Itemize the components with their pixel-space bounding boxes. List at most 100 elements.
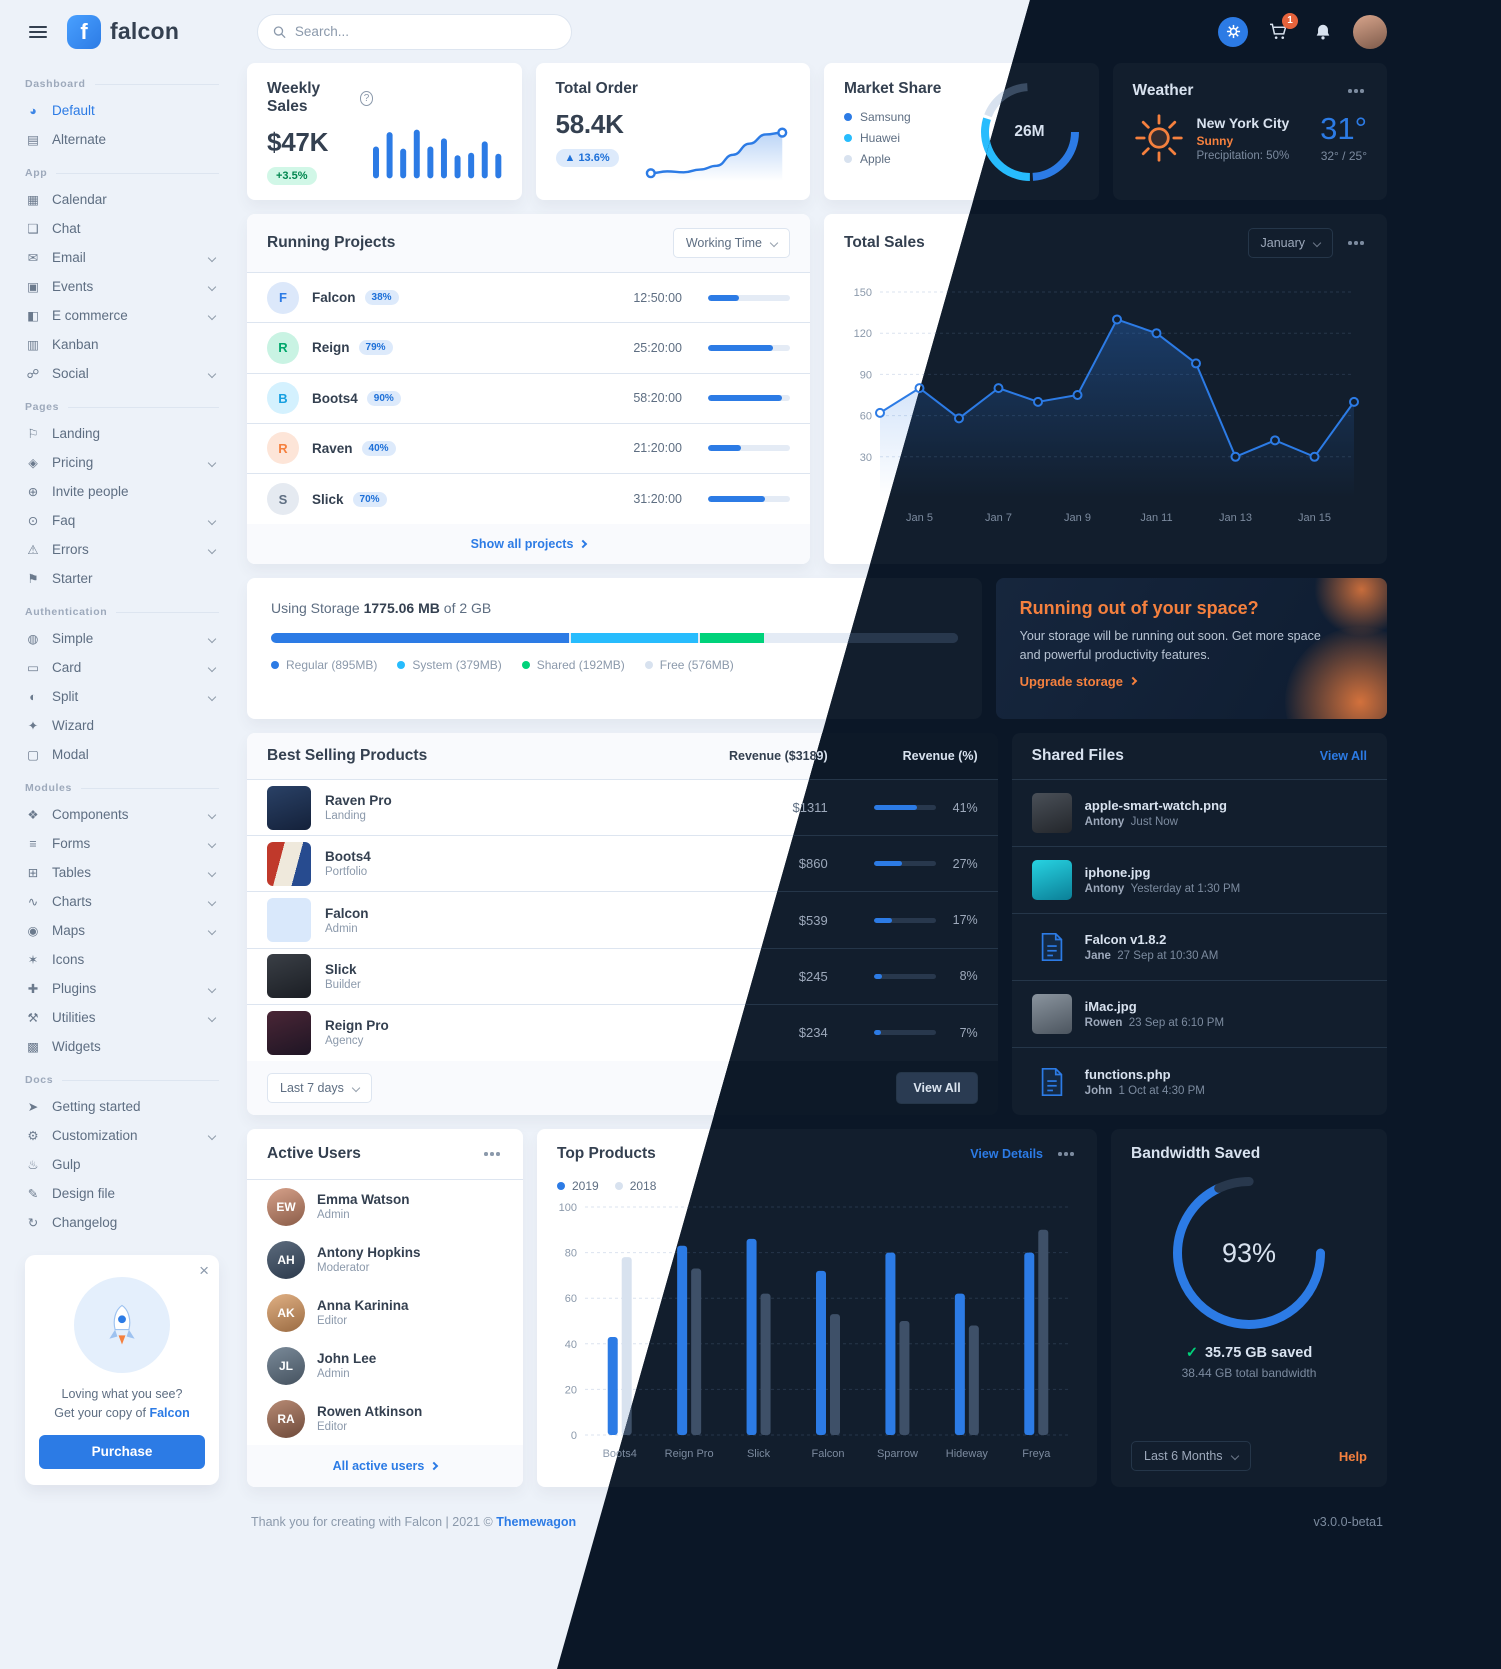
search-bar[interactable] [257,13,572,50]
sidebar-item-landing[interactable]: ⚐Landing [25,419,219,448]
sidebar-item-changelog[interactable]: ↻Changelog [25,1208,219,1237]
legend-2018[interactable]: 2018 [614,1179,656,1193]
view-all-button[interactable]: View All [896,1072,978,1104]
product-category-link[interactable]: Builder [325,978,361,991]
project-name-link[interactable]: Falcon [312,290,356,306]
file-thumbnail[interactable] [1031,793,1072,833]
sidebar-item-components[interactable]: ❖Components [25,800,219,829]
sidebar-item-design-file[interactable]: ✎Design file [25,1179,219,1208]
sidebar-item-forms[interactable]: ≡Forms [25,829,219,858]
product-name-link[interactable]: Falcon [325,905,369,921]
sidebar-item-starter[interactable]: ⚑Starter [25,564,219,593]
user-avatar[interactable]: AK [267,1293,305,1332]
sidebar-item-faq[interactable]: ⊙Faq [25,506,219,535]
file-name-link[interactable]: Falcon v1.8.2 [1084,932,1167,947]
product-name-link[interactable]: Raven Pro [325,793,392,809]
view-details-link[interactable]: View Details [970,1147,1043,1161]
sidebar-item-maps[interactable]: ◉Maps [25,916,219,945]
file-thumbnail[interactable] [1031,994,1072,1034]
sidebar-item-kanban[interactable]: ▥Kanban [25,330,219,359]
sidebar-item-social[interactable]: ☍Social [25,359,219,388]
sidebar-item-errors[interactable]: ⚠Errors [25,535,219,564]
cart-button[interactable]: 1 [1263,12,1298,47]
period-select[interactable]: Last 6 Months [1131,1441,1251,1471]
view-all-link[interactable]: View All [1319,749,1367,763]
project-name-link[interactable]: Boots4 [312,390,358,406]
user-avatar[interactable]: JL [267,1346,305,1385]
product-thumbnail[interactable] [267,898,311,942]
file-thumbnail[interactable] [1031,860,1072,900]
sidebar-item-ecommerce[interactable]: ◧E commerce [25,301,219,330]
kebab-menu-button[interactable] [481,1143,503,1165]
sidebar-item-getting-started[interactable]: ➤Getting started [25,1092,219,1121]
info-icon[interactable]: ? [359,90,374,106]
user-name-link[interactable]: Antony Hopkins [317,1245,421,1260]
themewagon-link[interactable]: Themewagon [496,1515,577,1529]
help-link[interactable]: Help [1338,1448,1367,1464]
file-name-link[interactable]: iphone.jpg [1084,865,1151,880]
purchase-button[interactable]: Purchase [39,1434,205,1469]
sidebar-item-pricing[interactable]: ◈Pricing [25,448,219,477]
sidebar-item-wizard[interactable]: ✦Wizard [25,711,219,740]
file-name-link[interactable]: functions.php [1084,1066,1171,1082]
sidebar-item-icons[interactable]: ✶Icons [25,945,219,974]
product-thumbnail[interactable] [267,954,311,999]
sidebar-item-tables[interactable]: ⊞Tables [25,858,219,887]
legend-2019[interactable]: 2019 [557,1179,599,1193]
all-active-users-link[interactable]: All active users [332,1459,425,1473]
sidebar-item-card[interactable]: ▭Card [25,653,219,682]
sidebar-item-alternate[interactable]: ▤Alternate [25,125,219,154]
product-category-link[interactable]: Landing [325,810,366,823]
notifications-bell-button[interactable] [1308,17,1338,47]
file-icon[interactable] [1032,1062,1072,1102]
sidebar-item-widgets[interactable]: ▩Widgets [25,1032,219,1061]
project-name-link[interactable]: Raven [312,440,353,456]
product-category-link[interactable]: Admin [325,922,358,935]
sidebar-item-invite-people[interactable]: ⊕Invite people [25,477,219,506]
month-select[interactable]: January [1247,228,1333,258]
product-thumbnail[interactable] [267,785,311,830]
kebab-menu-button[interactable] [1345,80,1367,102]
user-name-link[interactable]: Emma Watson [317,1192,410,1207]
close-icon[interactable]: × [199,1261,209,1280]
user-avatar[interactable] [1353,14,1387,49]
project-name-link[interactable]: Reign [312,340,350,356]
sidebar-item-calendar[interactable]: ▦Calendar [25,185,219,214]
product-category-link[interactable]: Portfolio [325,866,368,879]
file-icon[interactable] [1032,927,1072,967]
file-name-link[interactable]: iMac.jpg [1084,999,1137,1014]
legend-item-samsung[interactable]: Samsung [844,110,911,124]
sidebar-item-default[interactable]: ◕Default [25,96,219,125]
sidebar-item-email[interactable]: ✉Email [25,243,219,272]
sidebar-item-chat[interactable]: ❑Chat [25,214,219,243]
last-7-days-select[interactable]: Last 7 days [267,1073,372,1103]
sidebar-item-customization[interactable]: ⚙Customization [25,1121,219,1150]
project-name-link[interactable]: Slick [312,491,344,507]
kebab-menu-button[interactable] [1345,232,1367,254]
product-thumbnail[interactable] [267,841,311,886]
kebab-menu-button[interactable] [1055,1143,1077,1165]
legend-item-apple[interactable]: Apple [844,152,911,166]
falcon-logo[interactable]: f falcon [67,14,179,49]
user-name-link[interactable]: Rowen Atkinson [317,1404,423,1419]
product-name-link[interactable]: Slick [325,961,357,977]
sidebar-item-events[interactable]: ▣Events [25,272,219,301]
file-name-link[interactable]: apple-smart-watch.png [1084,798,1227,813]
user-avatar[interactable]: RA [267,1399,305,1438]
sidebar-item-gulp[interactable]: ♨Gulp [25,1150,219,1179]
upgrade-storage-link[interactable]: Upgrade storage [1020,674,1138,689]
sidebar-item-utilities[interactable]: ⚒Utilities [25,1003,219,1032]
search-input[interactable] [294,24,556,39]
legend-item-huawei[interactable]: Huawei [844,131,911,145]
user-name-link[interactable]: John Lee [317,1351,377,1366]
sidebar-item-plugins[interactable]: ✚Plugins [25,974,219,1003]
sidebar-item-split[interactable]: ◐Split [25,682,219,711]
product-category-link[interactable]: Agency [325,1035,364,1048]
user-avatar[interactable]: AH [267,1240,305,1279]
product-thumbnail[interactable] [267,1010,311,1055]
working-time-select[interactable]: Working Time [672,228,790,258]
sidebar-item-simple[interactable]: ◍Simple [25,624,219,653]
sidebar-item-modal[interactable]: ▢Modal [25,740,219,769]
sidebar-item-charts[interactable]: ∿Charts [25,887,219,916]
hamburger-menu-button[interactable] [25,22,51,42]
